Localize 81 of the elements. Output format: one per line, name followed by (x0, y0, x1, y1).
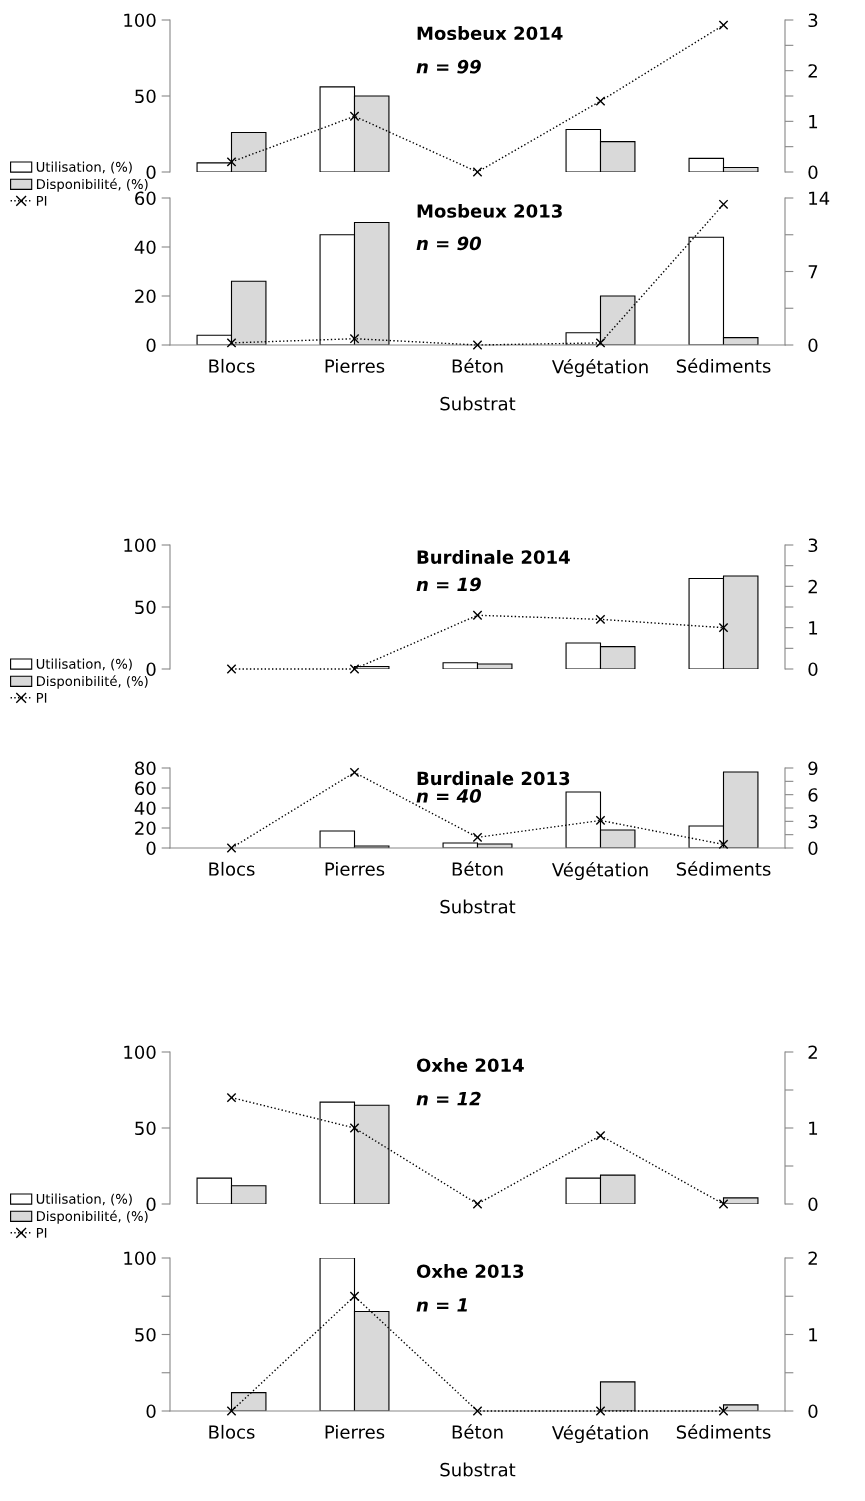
text: n = 19 (416, 577, 481, 592)
chart-title: Mosbeux 2013 (417, 203, 562, 218)
legend-label: PI (36, 196, 47, 206)
y2-tick-label: 0 (808, 338, 818, 353)
chart-title: Oxhe 2014 (416, 1058, 524, 1073)
y2-tick-label: 1 (809, 1121, 818, 1135)
y-tick-label: 0 (146, 841, 156, 856)
y2-tick-label: 0 (808, 165, 818, 180)
y2-tick-label: 0 (808, 662, 818, 677)
y-tick-label: 0 (146, 165, 156, 180)
y-tick-label: 0 (146, 662, 156, 677)
y2-tick-label: 2 (808, 1045, 817, 1059)
y-tick-label: 0 (146, 1197, 156, 1212)
x-tick-label: Béton (452, 358, 503, 373)
x-tick-label: Blocs (209, 1424, 255, 1439)
chart-title: Mosbeux 2014 (417, 26, 563, 41)
chart-title: Oxhe 2013 (416, 1264, 524, 1279)
x-tick-label: Sédiments (676, 1424, 771, 1439)
y-tick-label: 40 (134, 240, 156, 255)
legend-label: Disponibilité, (%) (36, 178, 148, 192)
y2-tick-label: 1 (809, 1328, 818, 1342)
x-tick-label: Sédiments (676, 358, 771, 373)
y2-tick-label: 3 (808, 814, 818, 829)
y-tick-label: 100 (124, 13, 156, 28)
x-axis-title: Substrat (440, 396, 516, 411)
y-tick-label: 20 (135, 821, 156, 836)
x-axis-title: Substrat (440, 899, 516, 914)
legend-label: Disponibilité, (%) (36, 675, 148, 689)
legend-label: PI (36, 1228, 47, 1238)
chart-title: Burdinale 2014 (417, 549, 570, 564)
y-tick-label: 50 (135, 1121, 156, 1136)
x-tick-label: Végétation (551, 861, 648, 881)
x-tick-label: Blocs (209, 358, 255, 373)
y-tick-label: 40 (134, 801, 156, 816)
y-tick-label: 100 (124, 1045, 156, 1060)
y2-tick-label: 0 (808, 1404, 818, 1419)
legend-label: Disponibilité, (%) (36, 1210, 148, 1224)
y-tick-label: 60 (135, 191, 156, 206)
y-tick-label: 0 (146, 1404, 156, 1419)
y-tick-label: 20 (135, 289, 156, 304)
chart-title: Burdinale 2013 (417, 771, 570, 786)
y-tick-label: 60 (135, 781, 156, 796)
y-tick-label: 50 (135, 600, 156, 615)
legend-label: PI (36, 693, 47, 703)
legend-label: Utilisation, (%) (36, 1193, 132, 1206)
text: n = 1 (416, 1298, 467, 1312)
x-tick-label: Blocs (209, 861, 255, 876)
legend-label: Utilisation, (%) (36, 161, 132, 174)
text: n = 12 (416, 1091, 481, 1106)
y-tick-label: 100 (124, 1251, 156, 1266)
y2-tick-label: 7 (808, 265, 818, 279)
text: n = 99 (416, 59, 481, 74)
y2-tick-label: 2 (808, 64, 817, 78)
text: n = 40 (416, 789, 482, 803)
x-tick-label: Végétation (551, 358, 648, 378)
y2-tick-label: 2 (808, 1251, 817, 1265)
y2-tick-label: 1 (809, 115, 818, 129)
y-tick-label: 80 (135, 761, 156, 776)
y2-tick-label: 9 (808, 761, 818, 776)
y2-tick-label: 0 (808, 841, 818, 856)
x-axis-title: Substrat (440, 1462, 516, 1477)
y2-tick-label: 14 (809, 191, 830, 205)
x-tick-label: Sédiments (676, 861, 771, 876)
y2-tick-label: 3 (808, 13, 818, 28)
x-tick-label: Pierres (325, 861, 385, 876)
y2-tick-label: 2 (808, 579, 817, 594)
x-tick-label: Pierres (325, 358, 385, 373)
y-tick-label: 100 (124, 538, 156, 553)
x-tick-label: Béton (452, 861, 503, 876)
y2-tick-label: 3 (808, 538, 818, 553)
y2-tick-label: 6 (808, 788, 818, 802)
y-tick-label: 50 (135, 89, 156, 104)
x-tick-label: Pierres (325, 1424, 385, 1439)
y2-tick-label: 1 (809, 621, 818, 635)
x-tick-label: Végétation (551, 1424, 648, 1444)
text: n = 90 (416, 236, 482, 251)
y-tick-label: 50 (135, 1327, 156, 1342)
legend-label: Utilisation, (%) (36, 658, 132, 671)
y2-tick-label: 0 (808, 1197, 818, 1212)
x-tick-label: Béton (452, 1424, 503, 1439)
y-tick-label: 0 (146, 338, 156, 353)
